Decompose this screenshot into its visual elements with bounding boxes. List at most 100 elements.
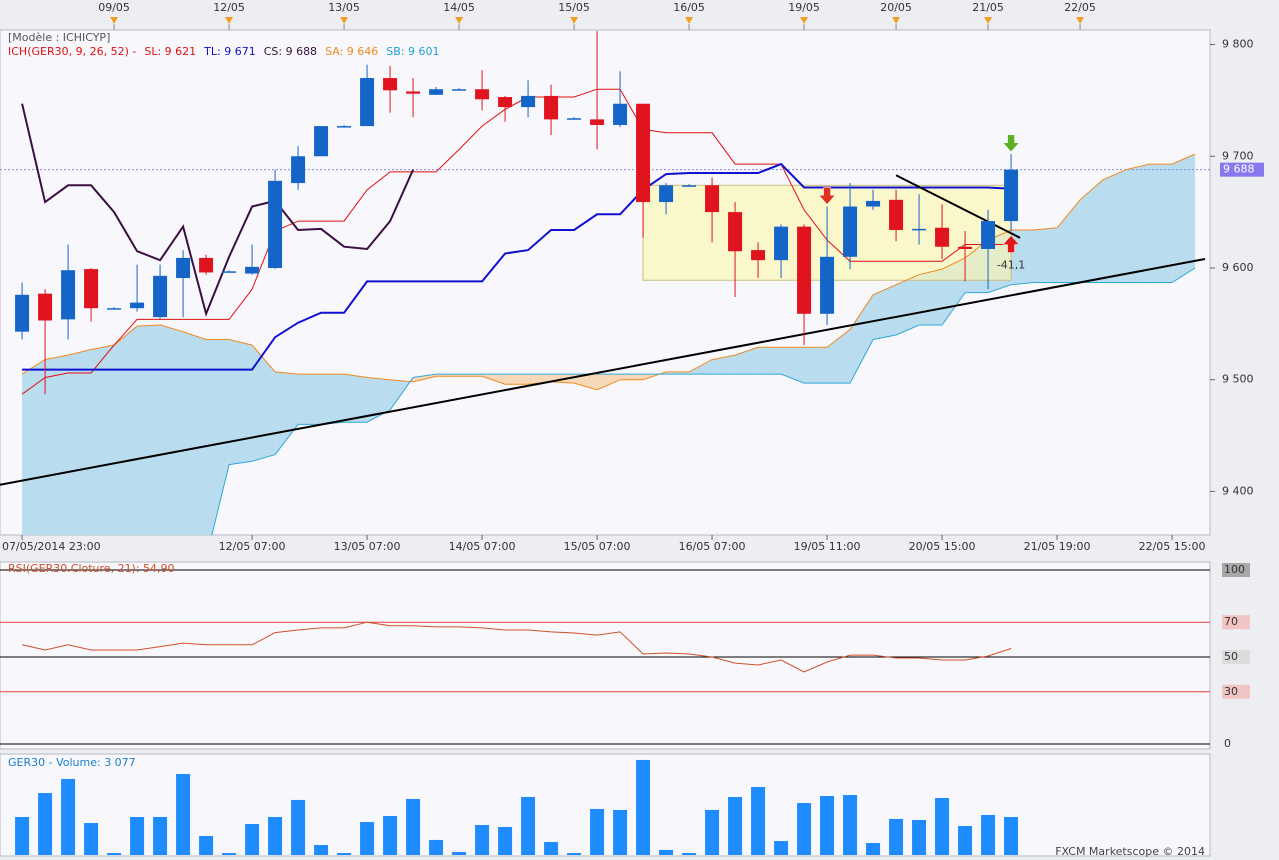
volume-plot	[15, 759, 1019, 855]
cloud-fill	[620, 374, 644, 380]
volume-bar	[981, 815, 996, 855]
date-label: 16/05	[673, 1, 705, 14]
cloud-fill	[873, 284, 897, 340]
volume-bar	[314, 845, 329, 855]
candle-body	[935, 227, 950, 247]
candle-body	[130, 302, 145, 309]
main-plot: -41,1	[0, 31, 1210, 535]
candle-body	[958, 246, 973, 249]
candle-body	[843, 206, 858, 257]
indicator-legend: SL: 9 621	[144, 45, 196, 58]
cloud-fill	[712, 355, 736, 375]
volume-bar	[452, 852, 467, 855]
date-marker	[225, 17, 234, 24]
candle-body	[107, 308, 122, 310]
candle-body	[245, 266, 260, 274]
cloud-fill	[1103, 169, 1127, 283]
candle-body	[15, 294, 30, 332]
last-price-box	[1220, 162, 1264, 177]
x-tick-label: 07/05/2014 23:00	[2, 540, 101, 553]
cloud-fill	[597, 374, 621, 390]
x-tick-label: 15/05 07:00	[564, 540, 631, 553]
cloud-fill	[804, 347, 828, 384]
indicator-legend: TL: 9 671	[203, 45, 256, 58]
y-tick-label: 9 600	[1222, 261, 1254, 274]
cloud-fill	[896, 274, 920, 336]
candle-body	[866, 200, 881, 207]
volume-bar	[705, 809, 720, 855]
cloud-line	[21, 153, 1196, 391]
date-marker	[984, 17, 993, 24]
candle-body	[61, 270, 76, 320]
y-tick-label: 9 800	[1222, 38, 1254, 51]
cloud-fill	[298, 374, 322, 425]
indicator-legend: CS: 9 688	[264, 45, 317, 58]
date-marker	[685, 17, 694, 24]
cloud-fill	[850, 294, 874, 384]
y-tick-label: 9 400	[1222, 484, 1254, 497]
candle-body	[153, 275, 168, 318]
volume-bar	[337, 853, 352, 855]
volume-bar	[15, 816, 30, 855]
date-marker	[1076, 17, 1085, 24]
cloud-fill	[413, 374, 437, 382]
volume-bar	[498, 826, 513, 855]
candle-body	[636, 103, 651, 203]
x-tick-label: 20/05 15:00	[909, 540, 976, 553]
cloud-fill	[758, 347, 782, 375]
signal-arrow	[1002, 134, 1020, 153]
date-label: 14/05	[443, 1, 475, 14]
cloud-fill	[137, 324, 161, 535]
volume-bar	[521, 796, 536, 855]
candle-body	[452, 89, 467, 91]
volume-bar	[291, 799, 306, 855]
volume-bar	[360, 822, 375, 855]
y-tick-label: 30	[1224, 685, 1238, 698]
volume-bar	[199, 835, 214, 855]
date-label: 21/05	[972, 1, 1004, 14]
y-tick-label: 100	[1224, 563, 1245, 576]
volume-bar	[268, 816, 283, 855]
indicator-line	[21, 88, 1012, 395]
y-tick-label: 9 500	[1222, 373, 1254, 386]
candle-body	[797, 226, 812, 314]
cloud-fill	[1172, 154, 1196, 283]
cloud-fill	[229, 339, 253, 465]
indicator-legend: SB: 9 601	[386, 45, 439, 58]
candle-body	[912, 228, 927, 231]
rsi-panel	[0, 561, 1211, 750]
cloud-fill	[1149, 164, 1173, 283]
volume-bar	[406, 798, 421, 855]
cloud-fill	[22, 359, 46, 535]
y-tick-label: 0	[1224, 737, 1231, 750]
cloud-fill	[1080, 179, 1104, 283]
level-label-box	[1222, 563, 1250, 577]
volume-bar	[38, 793, 53, 855]
volume-bar	[889, 818, 904, 855]
arrow-label: -41,1	[997, 259, 1025, 272]
volume-bar	[958, 825, 973, 855]
x-tick-label: 12/05 07:00	[219, 540, 286, 553]
volume-bar	[843, 795, 858, 855]
candle-body	[889, 199, 904, 230]
candle-body	[429, 89, 444, 95]
indicator-legend: SA: 9 646	[325, 45, 378, 58]
volume-bar	[245, 824, 260, 855]
y-tick-label: 9 700	[1222, 149, 1254, 162]
date-label: 15/05	[558, 1, 590, 14]
volume-bar	[176, 774, 191, 855]
x-tick-label: 14/05 07:00	[449, 540, 516, 553]
level-label-box	[1222, 650, 1250, 664]
cloud-fill	[91, 345, 115, 535]
cloud-fill	[436, 374, 460, 377]
cloud-fill	[45, 355, 69, 535]
volume-bar	[935, 797, 950, 855]
date-marker	[110, 17, 119, 24]
date-label: 20/05	[880, 1, 912, 14]
x-tick-label: 16/05 07:00	[679, 540, 746, 553]
volume-bar	[659, 849, 674, 855]
date-marker	[800, 17, 809, 24]
indicator-line	[21, 103, 415, 317]
candle-body	[406, 91, 421, 94]
date-label: 12/05	[213, 1, 245, 14]
